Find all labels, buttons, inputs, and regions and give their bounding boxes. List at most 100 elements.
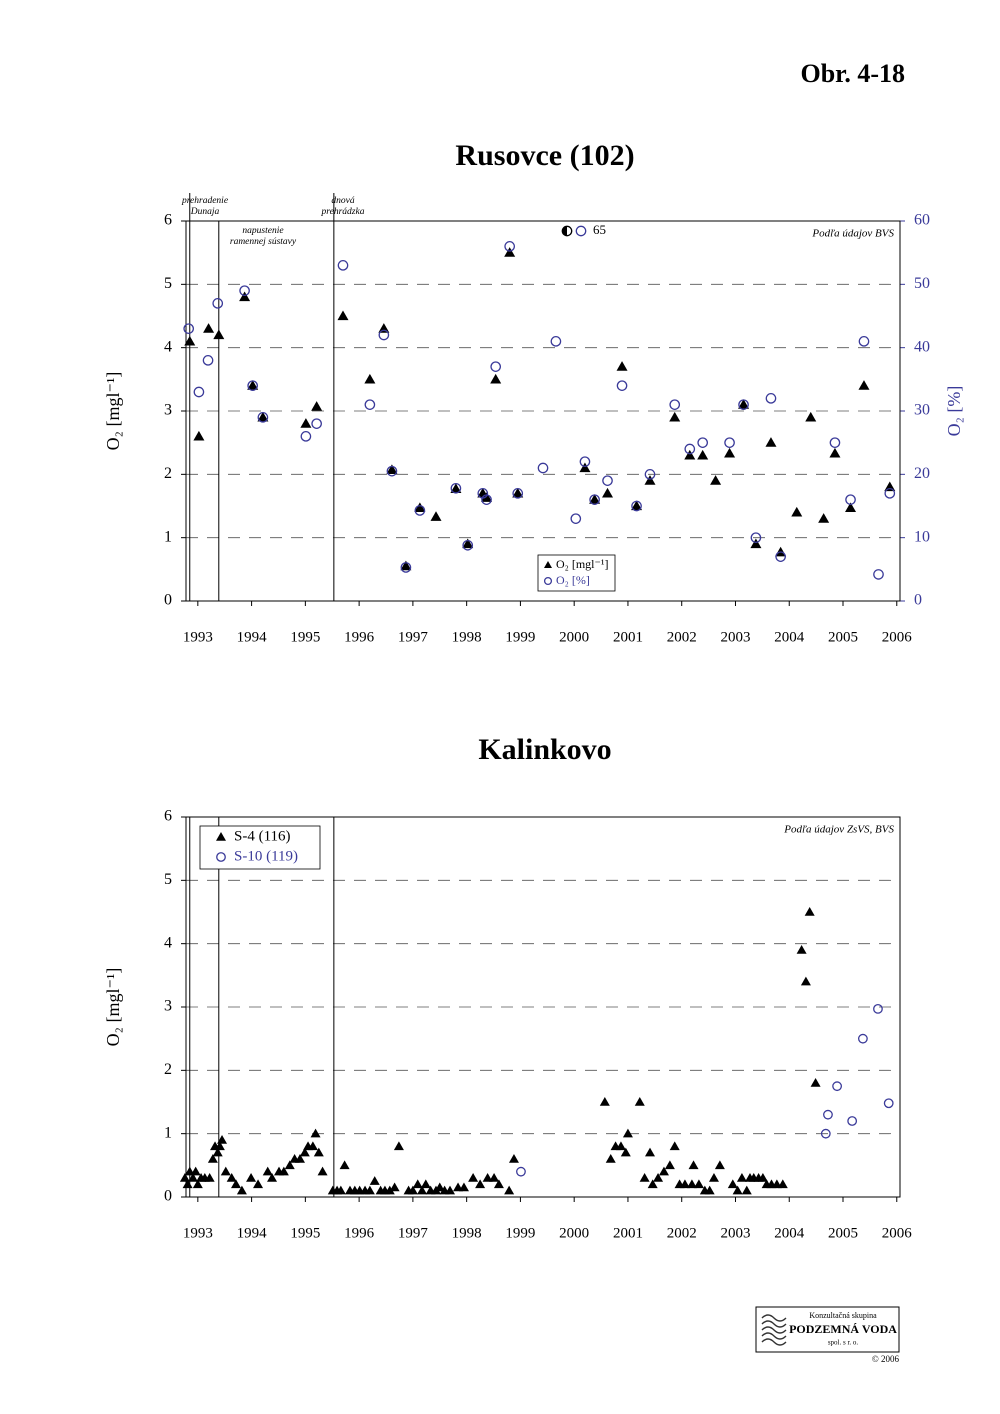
data-point (800, 976, 811, 986)
logo: Konzultačná skupina PODZEMNÁ VODA spol. … (755, 1306, 900, 1364)
chart-title: Kalinkovo (478, 733, 611, 766)
data-point (516, 1166, 526, 1177)
data-point (481, 494, 492, 505)
data-point (389, 1182, 400, 1192)
legend-marker (544, 561, 552, 568)
data-point (804, 907, 815, 916)
data-point (337, 260, 349, 271)
data-point (246, 1173, 257, 1182)
plot-frame (185, 220, 901, 602)
data-point (412, 1179, 423, 1189)
data-point (724, 437, 735, 448)
data-point (247, 380, 258, 391)
data-point (714, 1160, 725, 1170)
data-point (616, 380, 628, 391)
source-note: Podľa údajov BVS (811, 228, 894, 240)
data-point (647, 1179, 658, 1189)
x-tick-label: 1993 (183, 1225, 213, 1241)
data-point (284, 1160, 295, 1170)
legend-label: O₂ [mgl⁻¹] (556, 557, 608, 571)
data-point (477, 488, 489, 499)
x-tick-label: 1996 (344, 1225, 375, 1241)
x-tick-label: 2001 (613, 1225, 643, 1241)
data-point (724, 447, 736, 458)
x-tick-label: 2003 (720, 629, 750, 645)
data-point (537, 462, 549, 474)
x-tick-label: 1998 (452, 1225, 482, 1241)
x-tick-label: 1993 (183, 629, 213, 645)
y-tick-label: 2 (164, 465, 172, 482)
data-point (212, 298, 224, 309)
data-point (384, 1185, 395, 1195)
data-point (829, 437, 841, 448)
data-point (364, 373, 376, 384)
data-point (884, 488, 896, 499)
data-point (414, 502, 426, 513)
data-point (226, 1173, 237, 1182)
legend-label: O₂ [%] (556, 573, 590, 587)
y2-tick-label: 20 (914, 465, 930, 482)
data-point (299, 1147, 310, 1157)
data-point (278, 1166, 289, 1176)
data-point (644, 469, 656, 480)
data-point (217, 1135, 228, 1144)
data-point (727, 1179, 738, 1189)
x-tick-label: 1994 (237, 1225, 268, 1241)
data-point (686, 1179, 697, 1189)
data-point (420, 1179, 431, 1189)
data-point (253, 1179, 264, 1189)
x-tick-label: 2004 (774, 629, 805, 645)
data-point (193, 430, 205, 441)
legend-marker (216, 832, 226, 841)
copyright: © 2006 (872, 1354, 900, 1364)
offscale-value: 65 (593, 222, 606, 237)
x-tick-label: 2002 (667, 629, 697, 645)
x-tick-label: 2000 (559, 1225, 589, 1241)
data-point (615, 1141, 626, 1151)
data-point (644, 1147, 655, 1157)
x-tick-label: 1995 (290, 629, 320, 645)
data-point (247, 380, 259, 390)
data-point (845, 494, 856, 505)
data-point (490, 361, 502, 372)
x-tick-label: 1997 (398, 629, 429, 645)
data-point (407, 1185, 418, 1195)
y2-axis-label: O₂ [%] (944, 386, 964, 437)
plot-frame (185, 816, 901, 1198)
data-point (669, 399, 681, 410)
data-point (504, 1185, 515, 1195)
y-tick-label: 5 (164, 871, 172, 888)
data-point (599, 1097, 610, 1106)
event-label: napustenie (242, 226, 283, 236)
data-point (810, 1078, 821, 1087)
data-point (775, 551, 786, 562)
data-point (400, 560, 412, 571)
x-tick-label: 2004 (774, 1225, 805, 1241)
data-point (311, 401, 323, 411)
logo-frame (755, 1306, 900, 1353)
data-point (462, 538, 474, 549)
data-point (847, 1116, 858, 1126)
data-point (508, 1154, 519, 1163)
y-tick-label: 4 (164, 338, 172, 355)
y-tick-label: 3 (164, 998, 172, 1015)
data-point (631, 500, 642, 512)
logo-company: PODZEMNÁ VODA (789, 1322, 897, 1336)
data-point (823, 1109, 833, 1120)
y-tick-label: 6 (164, 212, 172, 229)
legend-marker (543, 576, 553, 586)
y-tick-label: 4 (164, 934, 172, 951)
data-point (873, 1004, 883, 1014)
data-point (193, 386, 205, 398)
data-point (829, 447, 841, 458)
y-tick-label: 2 (164, 1061, 172, 1078)
data-point (818, 513, 830, 523)
data-point (684, 443, 696, 455)
data-point (884, 481, 896, 492)
offscale-marker (562, 226, 567, 236)
data-point (579, 462, 591, 473)
data-point (307, 1141, 318, 1151)
data-point (622, 1128, 633, 1138)
data-point (669, 411, 681, 422)
